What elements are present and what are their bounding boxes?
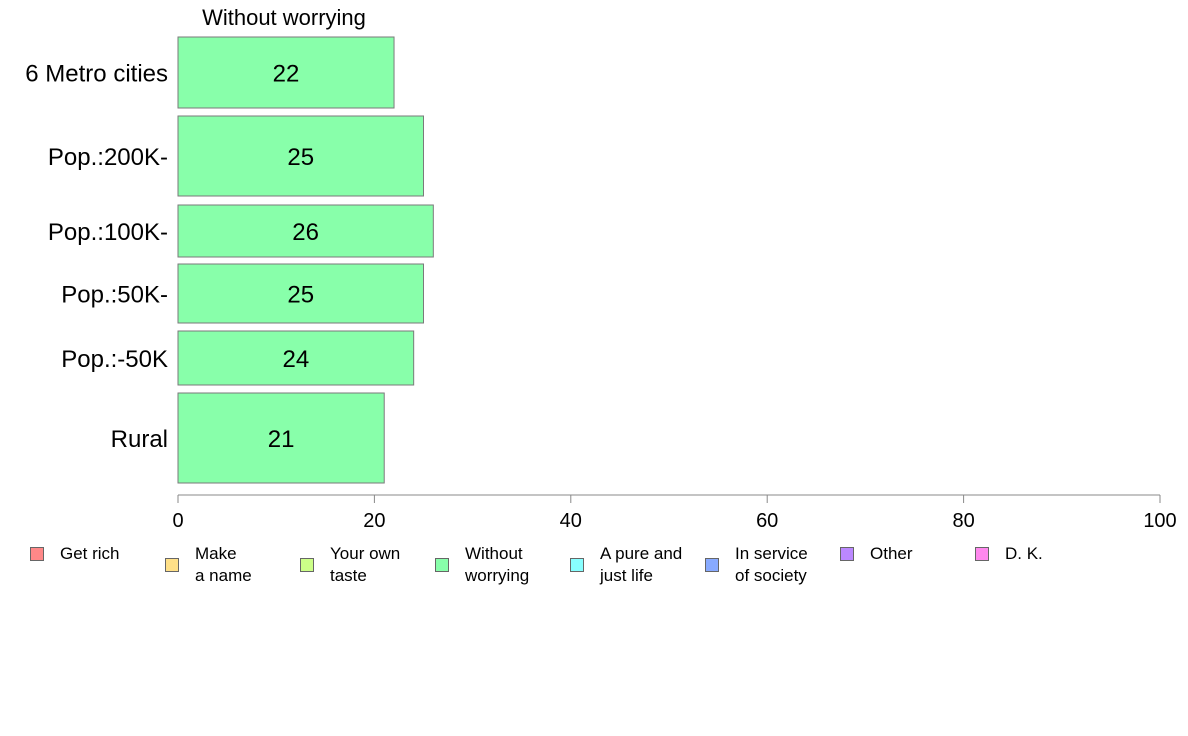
category-label: Pop.:50K- [61,282,168,309]
x-axis: 0 20 40 60 80 100 [172,494,1177,532]
legend-swatch [570,558,584,572]
bar [177,115,424,197]
bar-value-label: 25 [287,282,314,309]
bar [177,263,424,324]
bar-value-label: 22 [273,61,300,88]
legend-label: Make a name [195,544,252,585]
legend-swatch [30,547,44,561]
x-tick-label: 100 [1143,510,1176,532]
legend-swatch [435,558,449,572]
category-label: Pop.:200K- [48,144,168,171]
bar-value-label: 24 [282,346,309,373]
legend-item: Your own taste [300,543,400,587]
legend-item: Get rich [30,543,120,565]
bars-layer: 22 6 Metro cities 25 Pop.:200K- 26 Pop.:100K-… [25,36,434,484]
x-tick-label: 40 [560,510,582,532]
legend-swatch [165,558,179,572]
legend-label: D. K. [1005,544,1043,563]
legend: Get rich Make a name Your own taste Without… [30,543,1160,593]
category-label: Rural [111,426,168,453]
legend-item: A pure and just life [570,543,682,587]
bar [177,330,415,386]
x-tick-label: 0 [172,510,183,532]
category-label: Pop.:100K- [48,219,168,246]
panel-title: Without worrying [202,5,366,30]
legend-label: Your own taste [330,544,401,585]
x-tick-label: 20 [363,510,385,532]
bar [177,36,395,109]
legend-item: In service of society [705,543,808,587]
x-tick-label: 80 [952,510,974,532]
legend-item: Make a name [165,543,252,587]
legend-item: D. K. [975,543,1043,565]
bar-value-label: 26 [292,219,319,246]
category-label: 6 Metro cities [25,61,168,88]
bar [177,392,385,484]
legend-swatch [975,547,989,561]
legend-label: Without worrying [465,544,530,585]
legend-label: In service of society [735,544,808,585]
bar-value-label: 21 [268,426,295,453]
legend-swatch [840,547,854,561]
bar [177,204,434,258]
x-tick-label: 60 [756,510,778,532]
bar-value-label: 25 [287,144,314,171]
category-label: Pop.:-50K [61,346,168,373]
legend-label: Other [870,544,913,563]
legend-item: Other [840,543,913,565]
legend-label: A pure and just life [600,544,683,585]
legend-item: Without worrying [435,543,529,587]
legend-swatch [300,558,314,572]
legend-label: Get rich [60,544,120,563]
legend-swatch [705,558,719,572]
